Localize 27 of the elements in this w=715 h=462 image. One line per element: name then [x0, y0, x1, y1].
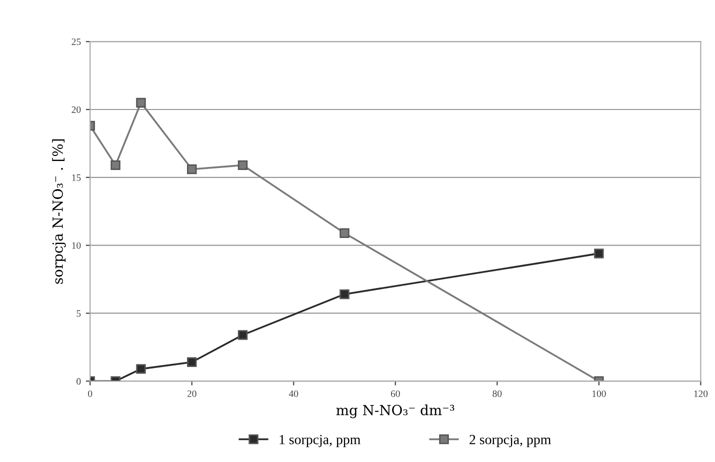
point: [186, 357, 197, 367]
point: [340, 228, 350, 238]
point: [110, 160, 120, 170]
point: [136, 364, 146, 374]
y-tick-label: 20: [72, 106, 81, 113]
y-tick-label: 25: [72, 38, 81, 46]
y-tick-label: 0: [76, 378, 81, 385]
legend-label: 1 sorpcja, ppm: [280, 434, 360, 448]
x-tick-label: 80: [492, 390, 502, 398]
x-tick-label: 100: [592, 390, 606, 398]
point: [186, 164, 197, 174]
point: [238, 330, 248, 340]
legend-label: 2 sorpcja, ppm: [470, 434, 551, 448]
y-tick-label: 10: [72, 242, 81, 249]
x-tick-label: 20: [187, 390, 196, 398]
x-axis-title: mg N-NO₃⁻ dm⁻³: [336, 404, 454, 418]
x-tick-label: 0: [88, 390, 92, 398]
point: [136, 98, 146, 108]
y-axis-title: sorpcja N-NO₃⁻ . [%]: [52, 139, 66, 284]
x-tick-label: 60: [390, 390, 400, 398]
point: [238, 160, 248, 170]
point: [340, 289, 350, 300]
y-tick-label: 5: [76, 310, 81, 317]
x-tick-label: 40: [288, 390, 298, 398]
x-tick-label: 120: [694, 390, 708, 398]
point: [594, 248, 604, 258]
y-tick-label: 15: [72, 174, 81, 181]
